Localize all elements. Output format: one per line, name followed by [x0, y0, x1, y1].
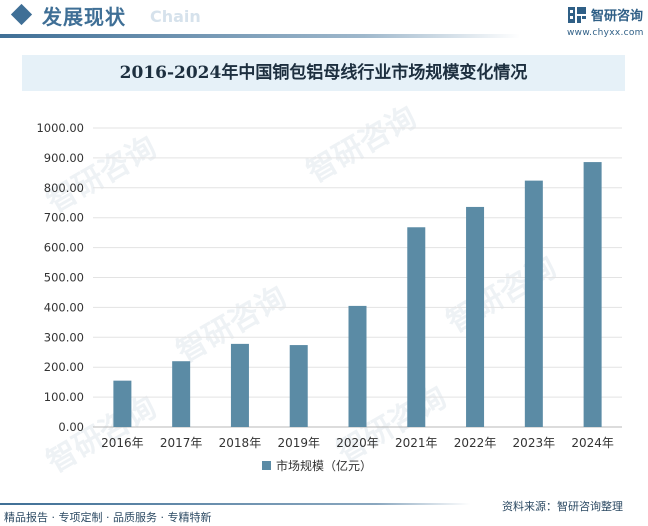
y-tick-label: 1000.00	[36, 121, 84, 135]
y-tick-label: 200.00	[44, 360, 84, 374]
x-tick-label: 2022年	[454, 436, 497, 450]
y-tick-label: 600.00	[44, 241, 84, 255]
bar	[172, 361, 191, 427]
x-tick-label: 2021年	[395, 436, 438, 450]
page-header: 发展现状 Chain 智研咨询 www.chyxx.com	[0, 0, 648, 40]
brand-logo-icon	[568, 7, 586, 23]
y-tick-label: 500.00	[44, 271, 84, 285]
y-tick-label: 100.00	[44, 390, 84, 404]
x-tick-label: 2018年	[219, 436, 262, 450]
bar	[524, 180, 543, 427]
footer-tagline: 精品报告 · 专项定制 · 品质服务 · 专精特新	[4, 511, 212, 524]
header-divider	[0, 34, 520, 38]
bar	[466, 206, 485, 427]
bar	[583, 162, 602, 427]
x-tick-label: 2019年	[277, 436, 320, 450]
chart-title: 2016-2024年中国铜包铝母线行业市场规模变化情况	[119, 63, 528, 83]
bar	[289, 345, 308, 427]
y-tick-label: 0.00	[58, 420, 84, 434]
legend-label: 市场规模（亿元）	[276, 458, 372, 473]
y-tick-label: 900.00	[44, 151, 84, 165]
legend-swatch	[262, 461, 271, 470]
bar	[113, 380, 132, 427]
bar	[230, 343, 249, 427]
section-subtitle: Chain	[150, 7, 201, 26]
footer-divider	[0, 503, 470, 505]
x-tick-label: 2016年	[101, 436, 144, 450]
y-tick-label: 700.00	[44, 211, 84, 225]
x-tick-label: 2023年	[513, 436, 556, 450]
footer-source: 资料来源：智研咨询整理	[502, 500, 623, 513]
y-tick-label: 800.00	[44, 181, 84, 195]
y-tick-label: 300.00	[44, 330, 84, 344]
y-tick-label: 400.00	[44, 300, 84, 314]
brand-url: www.chyxx.com	[567, 28, 644, 38]
brand-name: 智研咨询	[591, 9, 644, 24]
x-tick-label: 2020年	[336, 436, 379, 450]
bar	[407, 227, 426, 427]
section-title: 发展现状	[42, 5, 126, 29]
brand-logo: 智研咨询 www.chyxx.com	[567, 4, 647, 38]
x-tick-label: 2024年	[571, 436, 614, 450]
bar	[348, 305, 367, 427]
x-tick-label: 2017年	[160, 436, 203, 450]
chart-title-band: 2016-2024年中国铜包铝母线行业市场规模变化情况	[22, 55, 625, 91]
